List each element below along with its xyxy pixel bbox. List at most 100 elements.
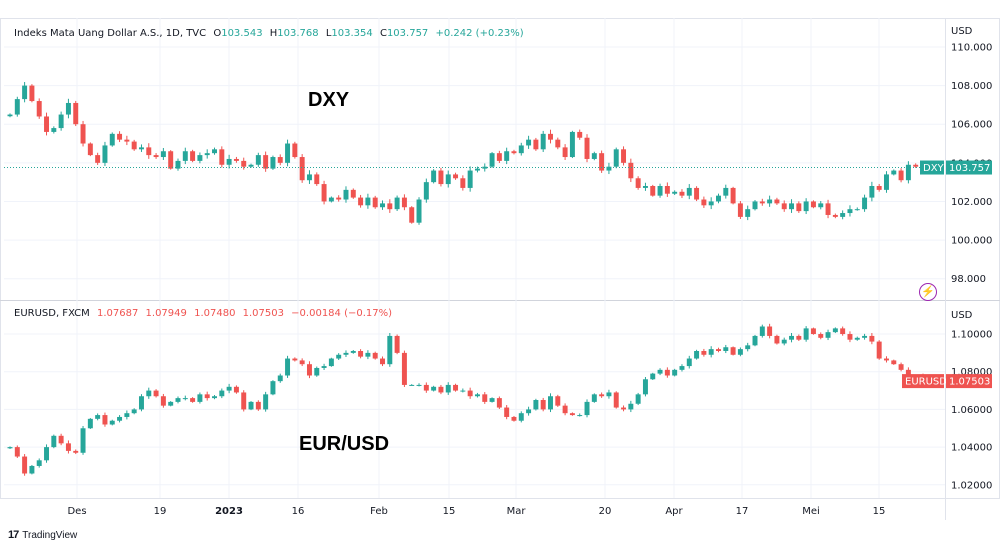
candle-body [58,114,64,129]
candle-body [87,418,93,429]
candle-body [65,443,71,451]
candle-body [883,174,889,190]
candle-body [248,164,254,167]
candle-body [168,401,174,406]
candle-body [153,155,159,158]
candle-body [496,153,502,161]
candle-body [803,201,809,212]
candle-body [752,335,758,346]
y-tick-label: 1.08000 [951,367,992,378]
candle-body [810,328,816,335]
candle-body [657,369,663,374]
candle-body [650,186,656,196]
candle-body [270,381,276,395]
candle-body [577,415,583,417]
bottom-legend-close: 1.07503 [242,308,284,319]
candle-body [438,170,444,185]
x-tick-label: 15 [443,506,456,517]
candle-body [95,415,101,419]
candle-body [869,186,875,198]
candle-body [416,199,422,223]
candle-body [569,131,575,158]
candle-body [489,398,495,402]
candle-body [796,335,802,340]
y-tick-label: 102.000 [951,197,992,208]
candle-body [80,428,86,453]
candle-body [438,386,444,393]
candle-body [241,160,247,167]
bottom-legend-name: EURUSD, FXCM [14,308,90,319]
y-tick-label: 98.000 [951,274,986,285]
candle-body [358,197,364,206]
candle-body [526,409,532,414]
candle-body [22,456,28,474]
candle-body [708,349,714,355]
candle-body [14,447,20,457]
candle-body [401,197,407,208]
candle-body [847,209,853,214]
candle-body [606,392,612,397]
candle-body [453,384,459,391]
candle-body [321,184,327,202]
candle-body [285,358,291,376]
candle-body [664,186,670,194]
candle-body [365,197,371,206]
candle-body [891,360,897,365]
tradingview-footer[interactable]: 17 TradingView [8,529,77,541]
candle-body [905,164,911,181]
candle-body [387,203,393,210]
candle-body [292,143,298,158]
alert-clock-icon[interactable]: ⚡ [919,283,937,301]
candle-body [358,351,364,357]
candle-body [737,349,743,355]
candle-body [789,203,795,210]
candle-body [511,151,517,154]
candle-body [328,358,334,367]
candle-body [146,390,152,397]
candle-body [226,158,232,165]
candle-body [832,214,838,217]
candle-body [562,405,568,414]
candle-body [394,197,400,210]
candle-body [401,352,407,385]
candle-body [160,396,166,406]
y-tick-label: 1.10000 [951,330,992,341]
candle-body [723,347,729,351]
last-value-badge [946,160,992,175]
candle-body [175,160,181,169]
top-legend-open: O103.543 [213,28,263,39]
candle-body [14,99,20,115]
candle-body [380,358,385,365]
eurusd-chart-title: EUR/USD [299,433,390,455]
candle-body [854,209,860,211]
candle-body [504,407,510,417]
top-legend-close: C103.757 [379,28,429,39]
candle-body [533,139,539,150]
candle-body [672,369,678,376]
candle-body [197,394,203,402]
series-name-badge-label: EURUSD [905,377,947,388]
candle-body [328,197,334,202]
candle-body [117,416,123,421]
candle-body [730,347,736,355]
candle-body [467,170,473,188]
candle-body [336,197,342,200]
y-axis-unit: USD [951,26,973,37]
candle-body [664,369,670,376]
chart-frame [0,18,1000,499]
candle-body [263,394,269,410]
candle-body [431,170,437,183]
candle-body [453,174,459,179]
candle-body [540,400,546,410]
candle-body [803,328,809,340]
candle-body [109,133,115,146]
candle-body [759,201,765,204]
candle-body [350,189,356,198]
candle-body [73,102,79,125]
candle-body [445,384,451,393]
candle-body [277,375,283,382]
candle-body [672,191,678,194]
candle-body [862,197,868,210]
candle-body [321,366,327,368]
candle-body [891,170,897,175]
